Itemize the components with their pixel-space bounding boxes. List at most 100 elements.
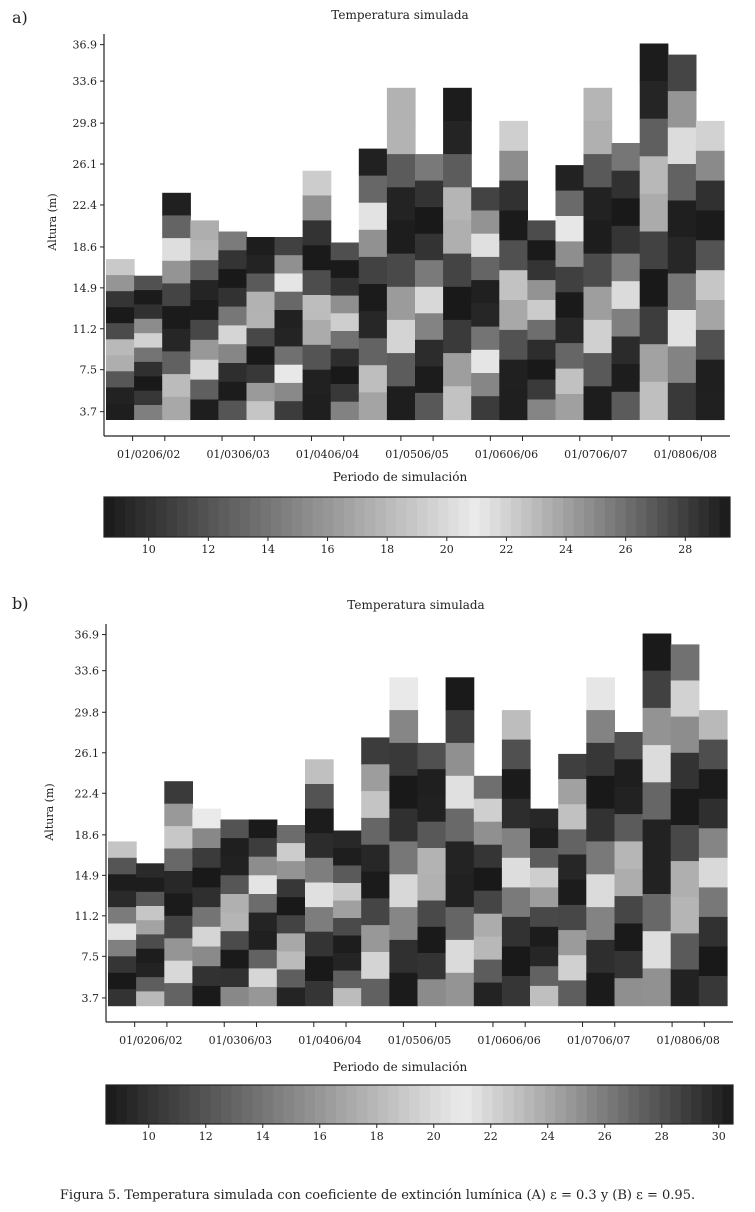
heatmap-cell [276, 951, 306, 971]
heatmap-cell [639, 269, 669, 308]
heatmap-cell [246, 237, 276, 256]
colorbar-swatch [231, 1085, 243, 1124]
heatmap-cell [134, 376, 163, 392]
heatmap-cell [192, 828, 222, 849]
colorbar-swatch [377, 1085, 389, 1124]
heatmap-cell [136, 891, 165, 907]
heatmap-cell [667, 200, 697, 238]
colorbar-swatch [597, 1085, 608, 1124]
heatmap-cell [586, 874, 615, 908]
x-tick-label: 01/0706/07 [564, 448, 627, 461]
colorbar-swatch [670, 1085, 682, 1124]
heatmap-cell [670, 680, 700, 718]
y-tick-label: 29.8 [73, 117, 98, 130]
x-tick-label: 01/0206/02 [117, 448, 180, 461]
heatmap-cell [555, 343, 585, 370]
heatmap-cell [530, 985, 559, 1007]
heatmap-cell [558, 980, 587, 1007]
heatmap-cell [108, 956, 137, 974]
heatmap-cell [302, 195, 332, 221]
colorbar-swatch [396, 497, 407, 537]
heatmap-cell [164, 803, 193, 827]
heatmap-cell [108, 907, 137, 925]
colorbar-swatch [346, 1085, 358, 1124]
colorbar-tick-label: 24 [559, 543, 573, 556]
heatmap-cell [670, 752, 700, 790]
heatmap-cell [558, 753, 587, 780]
heatmap-cell [108, 939, 137, 957]
heatmap-cell [501, 828, 531, 859]
heatmap-cell [639, 118, 669, 157]
heatmap-cell [695, 389, 725, 421]
colorbar-swatch [354, 497, 366, 537]
heatmap-cell [274, 364, 304, 384]
colorbar-swatch [262, 1085, 274, 1124]
colorbar-swatch [260, 497, 272, 537]
heatmap-cell [586, 710, 615, 744]
heatmap-cell [667, 310, 697, 348]
colorbar-swatch [625, 497, 637, 537]
heatmap-cell [192, 985, 222, 1007]
heatmap-cell [473, 821, 503, 846]
heatmap-cell [586, 775, 615, 810]
heatmap-cell [555, 216, 585, 242]
heatmap-cell [220, 894, 250, 914]
heatmap-cell [499, 389, 528, 421]
heatmap-cell [302, 319, 332, 346]
heatmap-cell [333, 865, 362, 884]
heatmap-cell [698, 976, 728, 1007]
colorbar-swatch [145, 497, 157, 537]
heatmap-cell [555, 292, 585, 319]
heatmap-cell [417, 926, 447, 954]
heatmap-cell [558, 804, 587, 830]
heatmap-cell [274, 273, 304, 293]
heatmap-cell [558, 955, 587, 981]
heatmap-cell [415, 366, 444, 394]
colorbar-swatch [440, 1085, 452, 1124]
heatmap-cell [527, 280, 557, 301]
heatmap-cell [583, 319, 613, 354]
heatmap-cell [501, 769, 531, 800]
heatmap-cell [499, 180, 528, 212]
heatmap-cell [611, 281, 641, 310]
heatmap-cell [527, 220, 557, 241]
colorbar-swatch [722, 1085, 734, 1124]
y-tick-label: 36.9 [73, 39, 98, 52]
colorbar-swatch [283, 1085, 295, 1124]
heatmap-cell [134, 333, 163, 349]
heatmap-cell [108, 874, 137, 892]
heatmap-cell [670, 897, 700, 934]
colorbar-swatch [709, 497, 720, 537]
heatmap-cell [134, 275, 163, 291]
heatmap-cell [218, 363, 248, 383]
heatmap-cell [106, 339, 135, 356]
heatmap-cell [164, 781, 193, 805]
heatmap-cell [218, 287, 248, 308]
colorbar-swatch [469, 497, 481, 537]
heatmap-cell [274, 346, 304, 366]
heatmap-cell [614, 978, 644, 1007]
heatmap-cell [220, 949, 250, 969]
colorbar-swatch [126, 1085, 138, 1124]
colorbar-swatch [521, 497, 533, 537]
heatmap-cell [417, 769, 447, 797]
x-tick-label: 01/0306/03 [209, 1034, 272, 1047]
colorbar-swatch [510, 497, 522, 537]
heatmap-cell [134, 347, 163, 363]
heatmap-cell [386, 187, 416, 222]
heatmap-cell [443, 353, 472, 387]
colorbar-swatch [294, 1085, 305, 1124]
colorbar-swatch [604, 497, 616, 537]
colorbar-swatch [555, 1085, 567, 1124]
heatmap-cell [220, 838, 250, 858]
heatmap-cell [136, 906, 165, 921]
colorbar-swatch [208, 497, 220, 537]
heatmap-cell [190, 319, 219, 341]
heatmap-cell [667, 54, 697, 92]
heatmap-cell [445, 939, 475, 974]
colorbar-swatch [450, 1085, 462, 1124]
heatmap-cell [642, 782, 672, 821]
heatmap-cell [192, 946, 222, 967]
heatmap-cell [445, 677, 475, 711]
colorbar-swatch [437, 497, 449, 537]
